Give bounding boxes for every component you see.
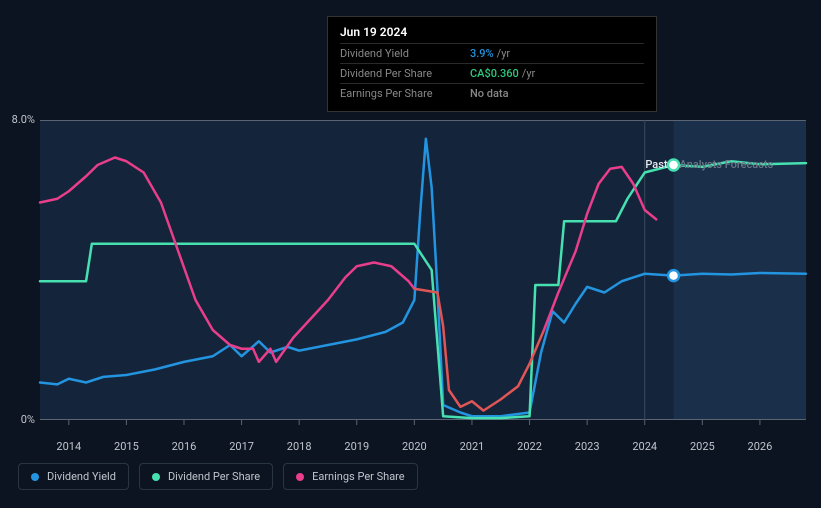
tooltip-row: Earnings Per Share No data [340, 83, 644, 103]
x-axis-label: 2015 [114, 440, 139, 453]
tooltip-row: Dividend Per Share CA$0.360 /yr [340, 63, 644, 83]
legend-dot-icon [296, 473, 304, 481]
legend-label: Dividend Per Share [168, 470, 260, 483]
legend-label: Earnings Per Share [312, 470, 405, 483]
tooltip-metric-label: Dividend Yield [340, 47, 470, 60]
x-axis-label: 2026 [748, 440, 773, 453]
tooltip-metric-value: No data [470, 87, 509, 100]
x-axis-label: 2016 [172, 440, 197, 453]
tooltip-row: Dividend Yield 3.9% /yr [340, 43, 644, 63]
x-axis-label: 2024 [632, 440, 657, 453]
tooltip-metric-value: 3.9% [470, 47, 494, 60]
tooltip-metric-unit: /yr [497, 47, 510, 60]
legend-dot-icon [31, 473, 39, 481]
legend-item-dividend-yield[interactable]: Dividend Yield [18, 463, 129, 490]
chart-tooltip: Jun 19 2024 Dividend Yield 3.9% /yr Divi… [327, 16, 657, 112]
x-axis-label: 2022 [517, 440, 542, 453]
legend-label: Dividend Yield [47, 470, 116, 483]
x-axis-label: 2023 [575, 440, 600, 453]
chart-plot-area[interactable]: Past Analysts Forecasts [40, 120, 806, 420]
forecast-section-label: Analysts Forecasts [680, 158, 774, 171]
x-axis-label: 2014 [56, 440, 81, 453]
tooltip-date: Jun 19 2024 [340, 25, 644, 43]
legend-item-dividend-per-share[interactable]: Dividend Per Share [139, 463, 273, 490]
tooltip-metric-label: Dividend Per Share [340, 67, 470, 80]
x-axis-label: 2025 [690, 440, 715, 453]
tooltip-metric-value: CA$0.360 [470, 67, 519, 80]
legend-dot-icon [152, 473, 160, 481]
past-section-label: Past [645, 158, 667, 171]
y-axis-label: 8.0% [12, 113, 35, 126]
x-axis-label: 2020 [402, 440, 427, 453]
x-axis-label: 2017 [229, 440, 254, 453]
x-axis-label: 2019 [344, 440, 369, 453]
tooltip-metric-unit: /yr [522, 67, 535, 80]
legend-item-earnings-per-share[interactable]: Earnings Per Share [283, 463, 418, 490]
y-axis-label: 0% [21, 413, 35, 426]
x-axis-label: 2018 [287, 440, 312, 453]
chart-legend: Dividend Yield Dividend Per Share Earnings… [18, 463, 418, 490]
tooltip-metric-label: Earnings Per Share [340, 87, 470, 100]
x-axis-label: 2021 [460, 440, 485, 453]
chart-container: 8.0% 0% Past Analysts Forecasts 2014 2015 20… [0, 100, 821, 460]
